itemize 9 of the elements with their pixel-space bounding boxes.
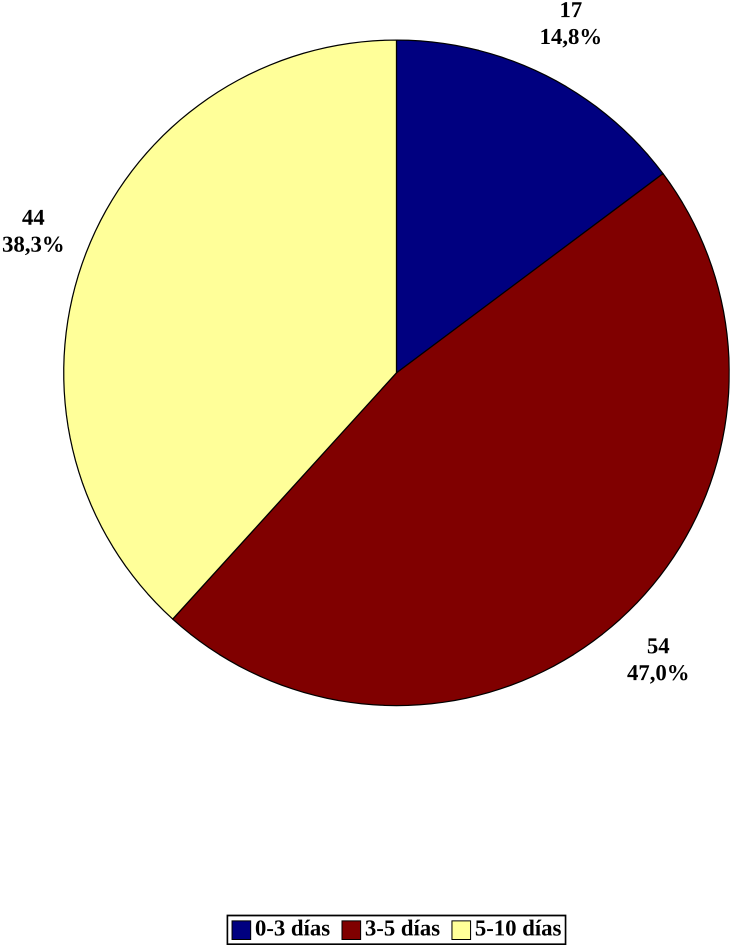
text: 54 <box>648 638 670 654</box>
data-label: 38,3% <box>2 236 63 256</box>
text: 17 <box>561 2 582 18</box>
text: 44 <box>22 210 44 225</box>
data-label: 14,8% <box>542 28 600 48</box>
legend-label: 5-10 días <box>476 920 561 936</box>
legend-label: 3-5 días <box>366 920 440 936</box>
legend-label: 0-3 días <box>256 920 330 936</box>
data-label: 47,0% <box>627 665 688 684</box>
